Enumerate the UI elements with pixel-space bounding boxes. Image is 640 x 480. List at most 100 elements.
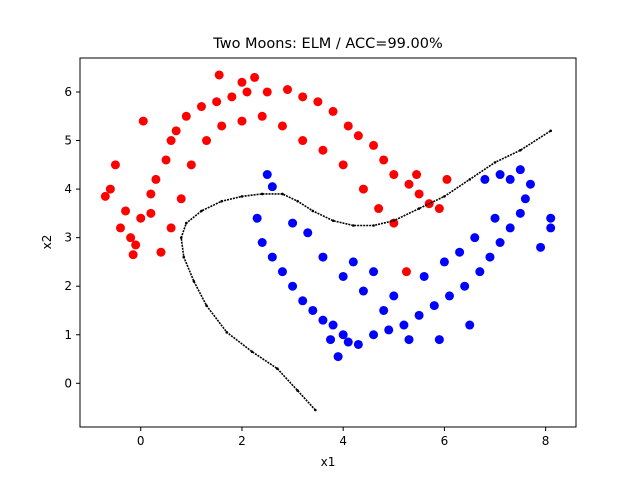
class-a-point xyxy=(434,204,444,214)
class-b-point xyxy=(505,174,515,184)
decision-boundary-point xyxy=(220,199,224,203)
class-a-point xyxy=(374,204,384,214)
class-b-point xyxy=(536,242,546,252)
class-a-point xyxy=(202,136,212,146)
decision-boundary-point xyxy=(311,209,315,213)
class-b-point xyxy=(333,352,343,362)
class-a-point xyxy=(110,160,120,170)
class-b-point xyxy=(318,315,328,325)
class-b-point xyxy=(338,330,348,340)
class-b-point xyxy=(384,325,394,335)
class-b-point xyxy=(369,267,379,277)
y-tick-label: 3 xyxy=(64,231,72,245)
decision-boundary-point xyxy=(519,148,522,152)
class-a-point xyxy=(146,189,156,199)
decision-boundary xyxy=(180,130,552,411)
decision-boundary-point xyxy=(296,389,299,392)
class-a-point xyxy=(166,223,176,233)
class-b-point xyxy=(348,257,358,267)
class-a-point xyxy=(128,250,138,260)
decision-boundary-point xyxy=(200,209,203,213)
decision-boundary-point xyxy=(240,195,244,198)
class-a-point xyxy=(401,267,411,277)
decision-boundary-point xyxy=(443,195,446,198)
class-b-point xyxy=(460,281,470,291)
class-b-point xyxy=(525,179,535,189)
class-b-point xyxy=(419,271,429,281)
class-a-point xyxy=(131,240,141,250)
x-tick-label: 6 xyxy=(441,434,449,448)
decision-boundary-point xyxy=(372,224,375,227)
decision-boundary-point xyxy=(417,207,421,210)
class-a-point xyxy=(442,174,452,184)
class-a-point xyxy=(283,85,293,95)
class-a-point xyxy=(176,194,186,204)
class-b-point xyxy=(475,267,485,277)
y-axis-label: x2 xyxy=(40,235,54,250)
class-a-point xyxy=(171,126,181,136)
decision-boundary-point xyxy=(276,367,279,371)
class-b-point xyxy=(520,194,530,204)
class-b-point xyxy=(546,213,556,223)
class-b-point xyxy=(444,291,454,301)
y-axis-ticks: 0 1 2 3 4 5 6 xyxy=(64,85,80,390)
class-a-point xyxy=(181,111,191,121)
class-b-point xyxy=(267,182,277,192)
class-a-point xyxy=(414,189,424,199)
decision-boundary-point xyxy=(192,280,196,283)
class-b-point xyxy=(546,223,556,233)
class-a-point xyxy=(146,208,156,218)
decision-boundary-point xyxy=(205,304,208,307)
class-b-point xyxy=(303,228,313,238)
class-a-point xyxy=(358,184,368,194)
class-a-point xyxy=(196,102,206,112)
decision-boundary-point xyxy=(314,408,317,412)
class-b-point xyxy=(298,296,308,306)
class-b-point xyxy=(404,335,414,345)
class-a-point xyxy=(138,116,148,126)
decision-boundary-point xyxy=(281,192,284,196)
class-a-point xyxy=(412,170,422,180)
class-b-point xyxy=(369,330,379,340)
class-a-point xyxy=(214,70,224,80)
class-b-point xyxy=(379,305,389,315)
class-a-point xyxy=(338,160,348,170)
class-b-point xyxy=(267,252,277,262)
class-b-point xyxy=(389,291,399,301)
x-axis-label: x1 xyxy=(321,455,336,469)
class-a-point xyxy=(100,191,110,201)
decision-boundary-point xyxy=(468,178,472,181)
chart-title: Two Moons: ELM / ACC=99.00% xyxy=(212,36,443,52)
class-b-point xyxy=(338,271,348,281)
y-tick-label: 5 xyxy=(64,134,72,148)
decision-boundary-point xyxy=(184,221,188,225)
class-a-point xyxy=(250,72,260,82)
class-a-point xyxy=(115,223,125,233)
class-b-point xyxy=(308,305,318,315)
x-tick-label: 8 xyxy=(542,434,550,448)
y-tick-label: 1 xyxy=(64,328,72,342)
class-b-point xyxy=(470,233,480,243)
class-a-point xyxy=(313,97,323,107)
class-b-point xyxy=(480,174,490,184)
class-a-point xyxy=(257,111,267,121)
class-a-point xyxy=(328,106,338,116)
class-b-point xyxy=(505,223,515,233)
class-a-point xyxy=(151,174,161,184)
x-axis-ticks: 0 2 4 6 8 xyxy=(137,427,550,448)
class-a-point xyxy=(166,136,176,146)
decision-boundary-point xyxy=(179,236,183,239)
class-a-point xyxy=(237,77,247,87)
class-b-point xyxy=(252,213,262,223)
class-b-point xyxy=(288,218,298,228)
class-a-point xyxy=(298,92,308,102)
class-a-point xyxy=(136,213,146,223)
y-tick-label: 6 xyxy=(64,85,72,99)
class-b-point xyxy=(343,337,353,347)
decision-boundary-point xyxy=(352,224,355,227)
class-b-point xyxy=(439,257,449,267)
x-tick-label: 0 xyxy=(137,434,145,448)
class-a-point xyxy=(161,155,171,165)
class-b-point xyxy=(515,208,525,218)
x-tick-label: 4 xyxy=(339,434,347,448)
